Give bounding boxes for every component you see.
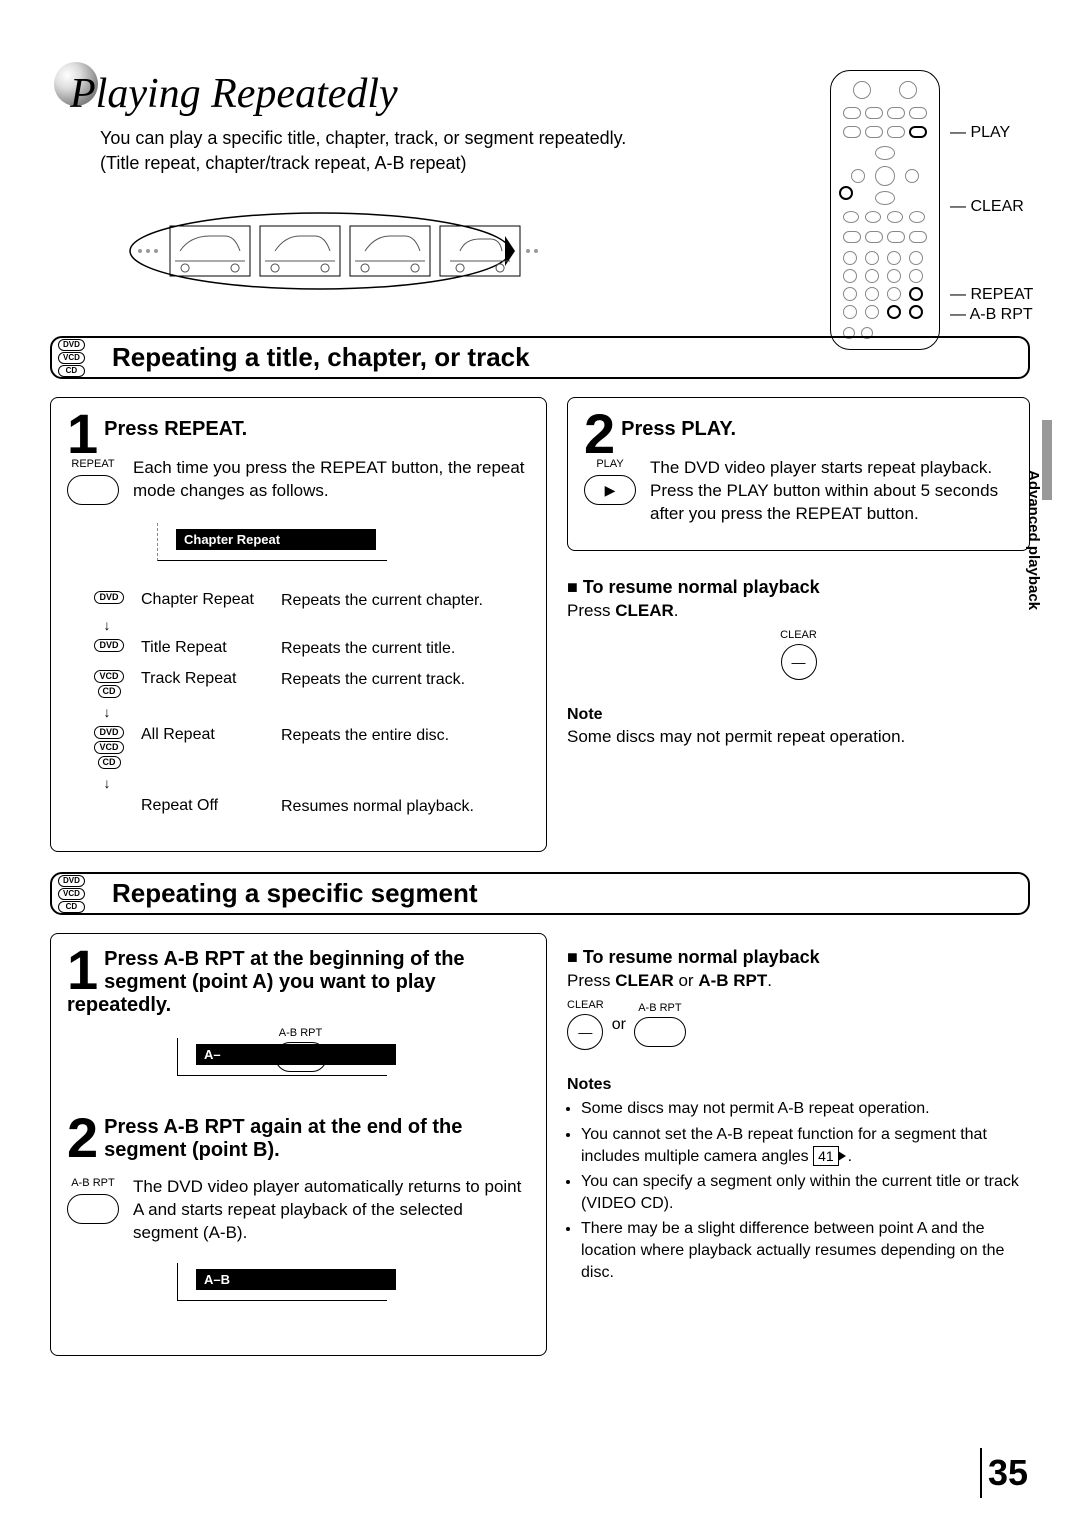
note-item: There may be a slight difference between… <box>581 1218 1030 1283</box>
step2-desc: The DVD video player starts repeat playb… <box>650 457 1013 526</box>
step2-box: 2 Press PLAY. PLAY ▶ The DVD video playe… <box>567 397 1030 551</box>
note-text-1: Some discs may not permit repeat operati… <box>567 726 1030 749</box>
step2-title: Press PLAY. <box>584 418 1013 441</box>
page-number: 35 <box>988 1452 1028 1494</box>
remote-abrpt-label: A-B RPT <box>970 306 1033 323</box>
section2-heading: Repeating a specific segment <box>112 878 478 908</box>
notes-head-2: Notes <box>567 1076 1030 1094</box>
seg-step2-num: 2 <box>67 1116 98 1161</box>
resume-buttons: CLEAR — or A-B RPT <box>567 999 1030 1050</box>
notes-list: Some discs may not permit A-B repeat ope… <box>567 1098 1030 1283</box>
resume-head-1: To resume normal playback <box>567 577 1030 598</box>
section2-steps: 1 Press A-B RPT at the beginning of the … <box>50 933 1030 1356</box>
step1-osd: Chapter Repeat <box>157 523 387 561</box>
step2-num: 2 <box>584 412 615 457</box>
remote-play-label: PLAY <box>970 124 1010 141</box>
play-button-icon: PLAY ▶ <box>584 457 636 526</box>
segment-steps-box: 1 Press A-B RPT at the beginning of the … <box>50 933 547 1356</box>
sidetab: Advanced playback <box>1025 470 1042 610</box>
segment-right-col: To resume normal playback Press CLEAR or… <box>567 933 1030 1356</box>
repeat-button-icon: REPEAT <box>67 457 119 505</box>
abrpt-button-icon-2: A-B RPT <box>67 1176 119 1245</box>
section1-steps: 1 Press REPEAT. REPEAT Each time you pre… <box>50 397 1030 852</box>
title-text: Playing Repeatedly <box>70 71 398 117</box>
step1-num: 1 <box>67 412 98 457</box>
note-item: You can specify a segment only within th… <box>581 1171 1030 1214</box>
section2-header: DVD VCD CD Repeating a specific segment <box>50 872 1030 915</box>
sidetab-bar <box>1042 420 1052 500</box>
section2-tags: DVD VCD CD <box>58 875 85 913</box>
seg-step1-title: Press A-B RPT at the beginning of the se… <box>67 948 530 1017</box>
cars-svg <box>120 206 540 296</box>
step1-desc: Each time you press the REPEAT button, t… <box>133 457 530 505</box>
cars-illustration <box>120 206 1030 306</box>
seg-step1-osd: A– <box>177 1038 387 1076</box>
seg-step2-title: Press A-B RPT again at the end of the se… <box>67 1116 530 1162</box>
note-item: You cannot set the A-B repeat function f… <box>581 1124 1030 1167</box>
section1-heading: Repeating a title, chapter, or track <box>112 342 530 372</box>
section1-tags: DVD VCD CD <box>58 339 85 377</box>
clear-button-icon-2: CLEAR — <box>567 999 604 1050</box>
seg-step1-num: 1 <box>67 948 98 993</box>
seg-step2-desc: The DVD video player automatically retur… <box>133 1176 530 1245</box>
repeat-modes-table: DVD Chapter Repeat Repeats the current c… <box>87 591 530 817</box>
resume-text-1: Press CLEAR. <box>567 600 1030 623</box>
resume-text-2: Press CLEAR or A-B RPT. <box>567 970 1030 993</box>
note-item: Some discs may not permit A-B repeat ope… <box>581 1098 1030 1120</box>
step1-box: 1 Press REPEAT. REPEAT Each time you pre… <box>50 397 547 852</box>
abrpt-button-icon-3: A-B RPT <box>634 1002 686 1047</box>
resume-head-2: To resume normal playback <box>567 947 1030 968</box>
step1-title: Press REPEAT. <box>67 418 530 441</box>
seg-step2-osd: A–B <box>177 1263 387 1301</box>
clear-button-icon: CLEAR — <box>567 629 1030 680</box>
section1-header: DVD VCD CD Repeating a title, chapter, o… <box>50 336 1030 379</box>
note-head-1: Note <box>567 706 1030 724</box>
